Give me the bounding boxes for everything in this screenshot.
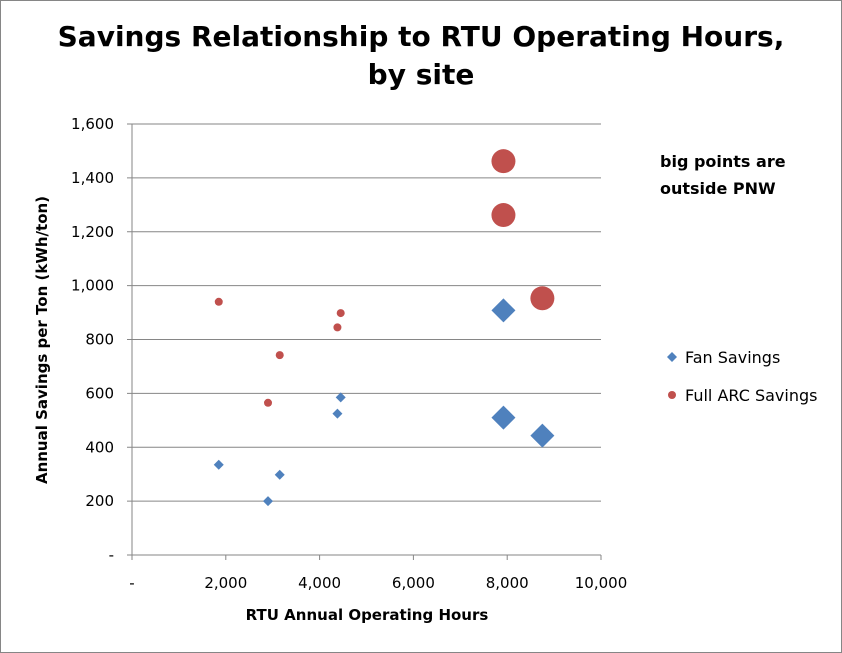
- x-tick-label: 8,000: [486, 574, 529, 592]
- data-point-full-arc-savings: [214, 297, 223, 306]
- x-tick-label: -: [129, 574, 134, 592]
- y-tick-label: 600: [85, 384, 114, 402]
- tick-labels: - 200 400 600 800 1,000 1,200 1,400 1,600 - 2,000 4…: [71, 115, 627, 592]
- data-point-fan-savings: [332, 408, 343, 419]
- chart-title: Savings Relationship to RTU Operating Ho…: [0, 18, 842, 94]
- y-tick-label: 200: [85, 492, 114, 510]
- y-tick-label: -: [109, 546, 114, 564]
- y-tick-label: 1,000: [71, 277, 114, 295]
- annotation: big points are outside PNW: [660, 152, 786, 198]
- legend-item-full-arc-savings: Full ARC Savings: [668, 386, 817, 405]
- data-point-fan-savings: [530, 423, 555, 448]
- data-point-fan-savings: [335, 392, 346, 403]
- gridlines: [132, 123, 601, 502]
- y-tick-label: 400: [85, 438, 114, 456]
- legend: Fan Savings Full ARC Savings: [667, 348, 817, 405]
- legend-marker-diamond-icon: [667, 352, 677, 362]
- chart-title-line-1: Savings Relationship to RTU Operating Ho…: [57, 20, 785, 53]
- x-tick-label: 4,000: [298, 574, 341, 592]
- y-axis-title: Annual Savings per Ton (kWh/ton): [33, 196, 51, 484]
- y-tick-label: 1,600: [71, 115, 114, 133]
- data-point-full-arc-savings: [264, 398, 273, 407]
- data-point-fan-savings: [491, 298, 516, 323]
- data-point-full-arc-savings: [530, 286, 555, 311]
- y-tick-label: 800: [85, 331, 114, 349]
- x-tick-label: 6,000: [392, 574, 435, 592]
- y-tick-label: 1,400: [71, 169, 114, 187]
- data-point-full-arc-savings: [491, 149, 516, 174]
- data-point-fan-savings: [213, 459, 224, 470]
- data-point-full-arc-savings: [336, 309, 345, 318]
- legend-item-fan-savings: Fan Savings: [667, 348, 780, 367]
- data-point-full-arc-savings: [275, 351, 284, 360]
- y-tick-label: 1,200: [71, 223, 114, 241]
- x-axis-title: RTU Annual Operating Hours: [246, 606, 489, 624]
- annotation-line-1: big points are: [660, 152, 786, 171]
- data-point-full-arc-savings: [491, 203, 516, 228]
- legend-label-fan-savings: Fan Savings: [685, 348, 780, 367]
- x-tick-label: 2,000: [204, 574, 247, 592]
- x-tick-label: 10,000: [575, 574, 628, 592]
- data-points: [213, 149, 555, 507]
- data-point-full-arc-savings: [333, 323, 342, 332]
- chart-title-line-2: by site: [367, 58, 475, 91]
- legend-label-full-arc-savings: Full ARC Savings: [685, 386, 817, 405]
- data-point-fan-savings: [491, 405, 516, 430]
- data-point-fan-savings: [274, 469, 285, 480]
- legend-marker-circle-icon: [668, 391, 676, 399]
- annotation-line-2: outside PNW: [660, 179, 776, 198]
- data-point-fan-savings: [263, 496, 274, 507]
